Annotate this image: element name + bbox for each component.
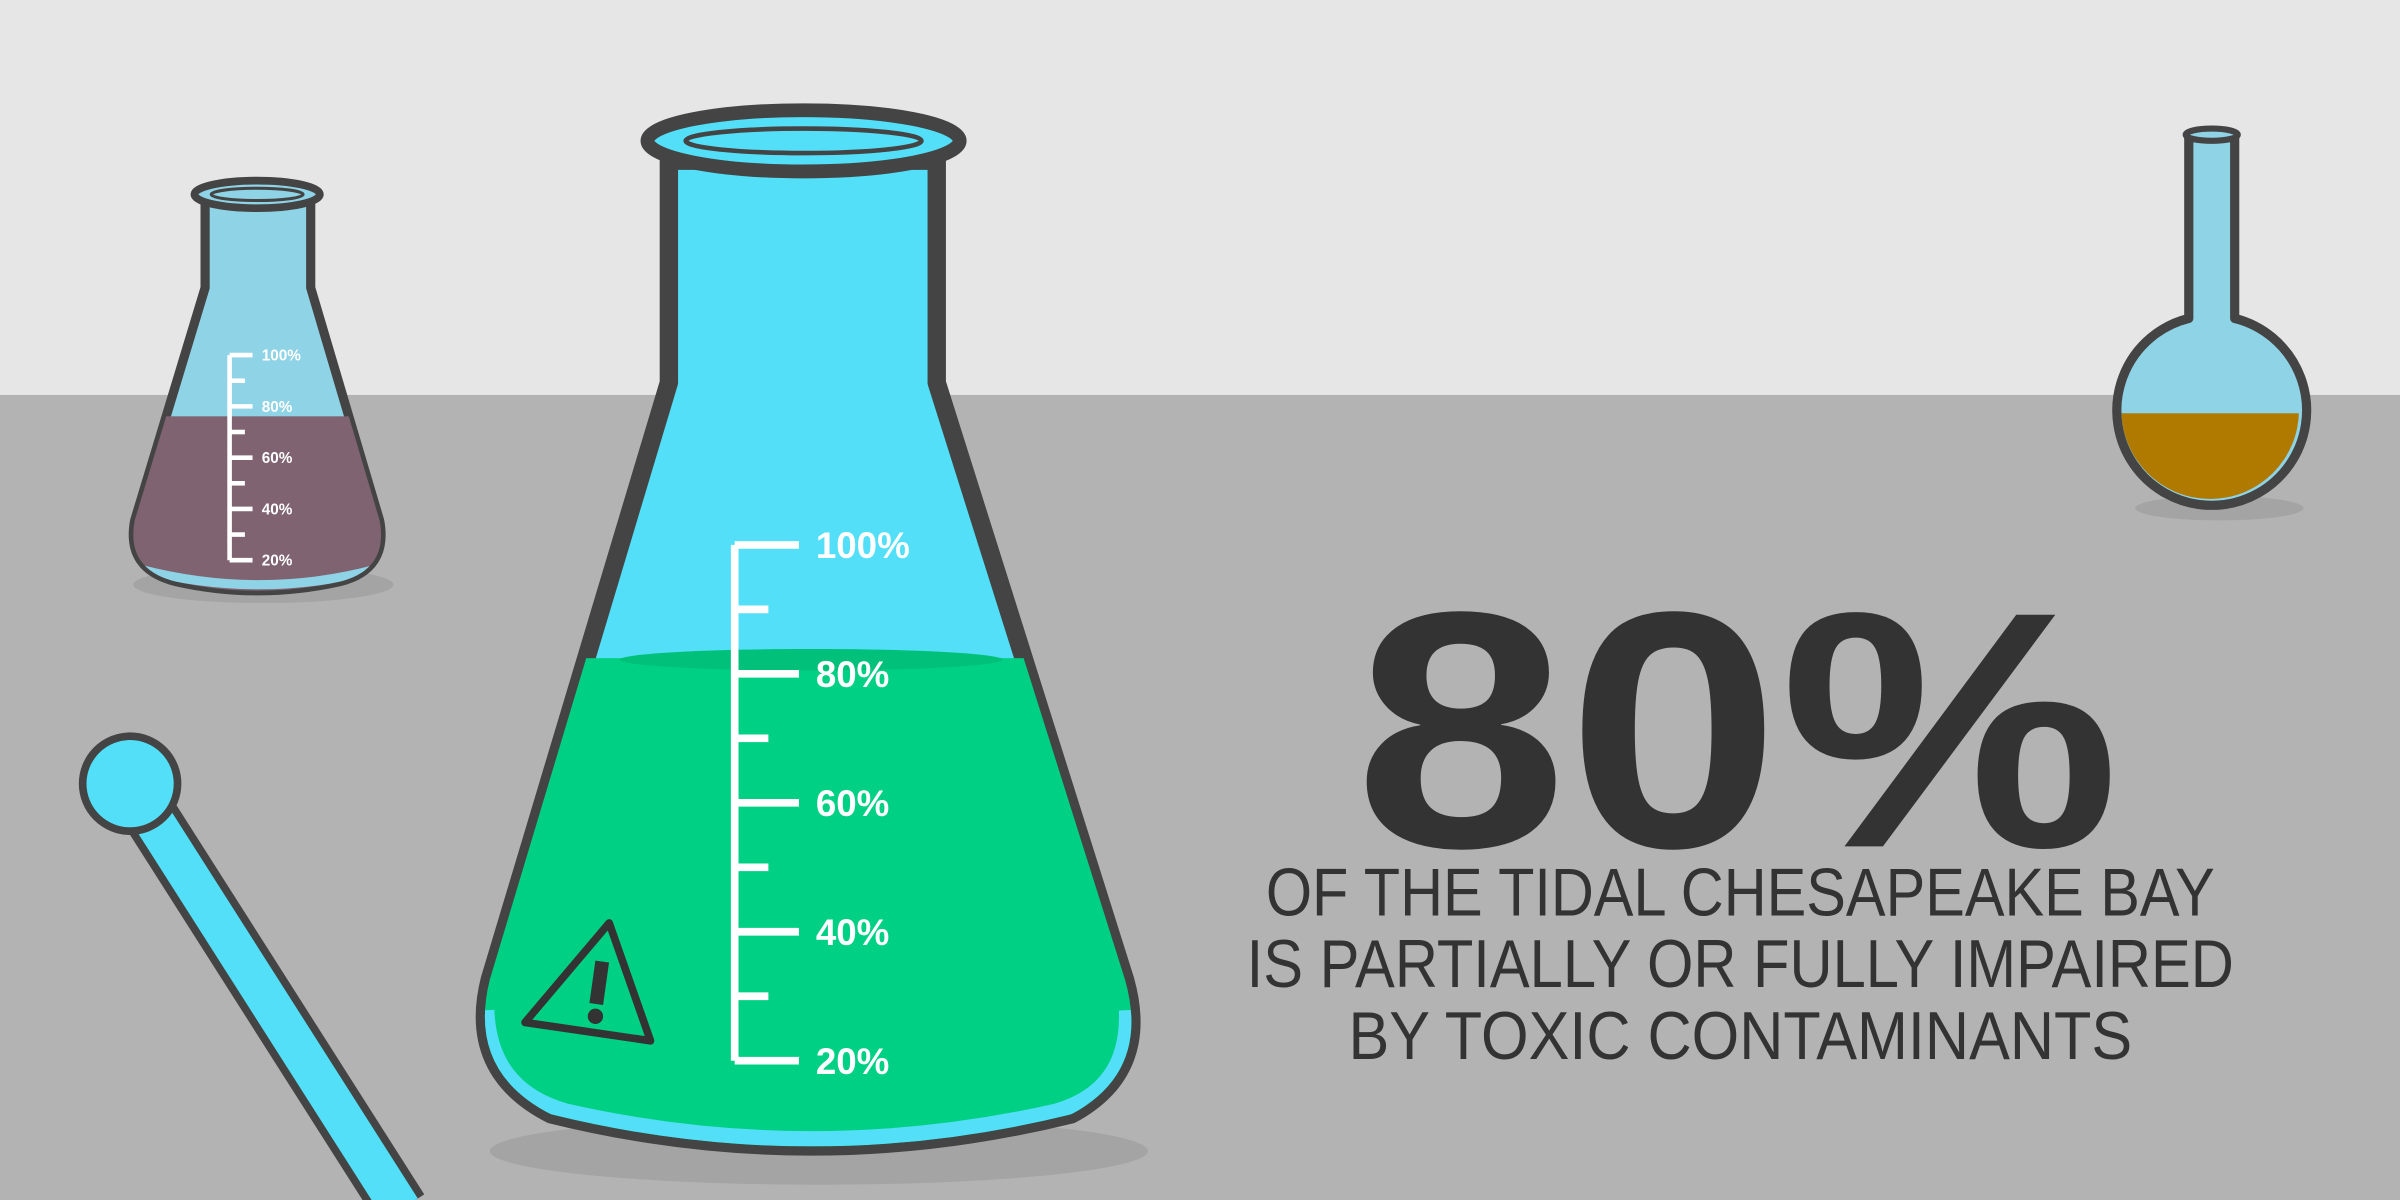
scale-label: 20% [262, 553, 293, 570]
scale-label: 20% [816, 1041, 890, 1082]
scale-label: 80% [816, 654, 890, 695]
scale-label: 80% [262, 399, 293, 416]
warning-icon [521, 919, 655, 1045]
description-line: IS PARTIALLY OR FULLY IMPAIRED [1247, 927, 2234, 1002]
main-flask: 100% 80% 60% 40% 20% [475, 103, 1148, 1185]
scale-label: 40% [262, 501, 293, 518]
round-flask [2112, 125, 2312, 521]
small-flask: 100% 80% 60% 40% 20% [128, 176, 394, 604]
headline-stat: 80% [1355, 542, 2120, 918]
description-line: OF THE TIDAL CHESAPEAKE BAY [1266, 855, 2215, 930]
scale-label: 100% [262, 348, 302, 365]
scale-label: 100% [816, 525, 910, 566]
scale-label: 40% [816, 912, 890, 953]
scale-label: 60% [262, 450, 293, 467]
table [0, 394, 2400, 1200]
description-line: BY TOXIC CONTAMINANTS [1348, 999, 2132, 1074]
stirring-rod [78, 732, 425, 1200]
wall [0, 0, 2400, 395]
scale-label: 60% [816, 783, 890, 824]
